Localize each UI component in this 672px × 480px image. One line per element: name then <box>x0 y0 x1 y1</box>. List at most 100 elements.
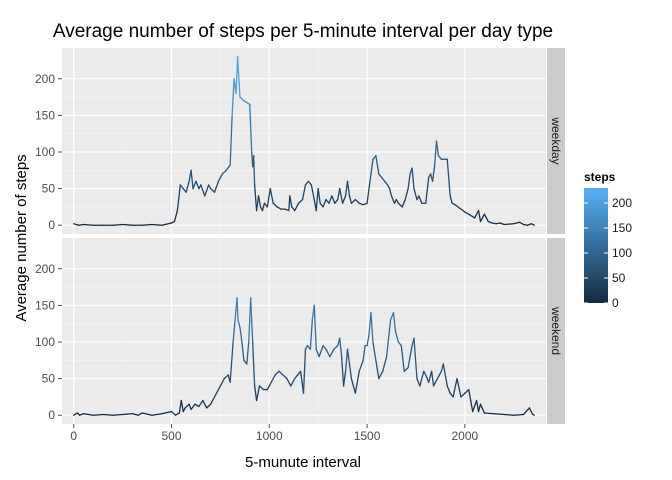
series-segment <box>313 304 317 350</box>
series-segment <box>348 363 353 380</box>
series-segment <box>495 222 501 225</box>
series-segment <box>428 370 433 383</box>
series-segment <box>73 412 79 416</box>
chart-title: Average number of steps per 5-minute int… <box>53 21 553 42</box>
y-tick-label: 0 <box>48 408 55 422</box>
series-segment <box>339 337 343 358</box>
series-segment <box>82 223 94 226</box>
series-segment <box>437 154 443 160</box>
series-segment <box>386 184 391 190</box>
series-segment <box>209 392 218 405</box>
series-segment <box>479 213 486 223</box>
series-segment <box>77 223 85 226</box>
series-segment <box>454 204 466 213</box>
series-segment <box>225 164 231 171</box>
series-segment <box>317 187 321 204</box>
series-segment <box>282 374 288 380</box>
series-segment <box>190 169 194 190</box>
series-segment <box>315 187 319 212</box>
series-segment <box>294 202 300 212</box>
series-segment <box>223 374 229 380</box>
series-segment <box>477 403 482 413</box>
series-segment <box>276 206 282 210</box>
series-segment <box>299 370 305 394</box>
series-segment <box>184 403 190 409</box>
series-segment <box>416 377 421 387</box>
series-segment <box>178 399 182 414</box>
series-segment <box>528 407 533 415</box>
series-segment <box>433 140 438 168</box>
series-segment <box>319 202 324 208</box>
series-segment <box>286 377 292 387</box>
facet-panels: 0 50 100 150 200 weekday 0 50 100 150 200 weekend 0 5… <box>35 48 565 443</box>
series-segment <box>382 355 388 372</box>
series-segment <box>350 198 356 204</box>
series-segment <box>272 202 278 208</box>
facet-strip <box>547 48 565 234</box>
series-segment <box>231 78 235 117</box>
series-segment <box>366 180 371 204</box>
series-segment <box>310 184 315 201</box>
series-segment <box>209 187 216 193</box>
series-segment <box>315 348 320 358</box>
series-segment <box>350 377 356 394</box>
series-segment <box>362 202 368 206</box>
series-segment <box>200 184 206 197</box>
series-segment <box>456 377 462 398</box>
series-segment <box>204 184 210 197</box>
series-segment <box>530 223 535 226</box>
series-segment <box>206 403 212 409</box>
series-segment <box>397 341 402 347</box>
series-segment <box>432 377 439 387</box>
series-segment <box>479 403 486 414</box>
series-segment <box>261 202 266 212</box>
series-segment <box>404 187 409 201</box>
series-segment <box>452 377 458 398</box>
series-segment <box>252 154 256 186</box>
series-segment <box>237 319 241 328</box>
series-segment <box>202 399 208 409</box>
series-segment <box>258 385 265 391</box>
series-segment <box>325 348 331 358</box>
series-segment <box>354 198 360 204</box>
series-segment <box>513 221 521 225</box>
series-segment <box>339 187 344 204</box>
series-segment <box>331 195 336 204</box>
series-segment <box>190 403 196 411</box>
series-segment <box>215 385 222 394</box>
series-segment <box>473 209 480 219</box>
series-segment <box>241 341 245 361</box>
series-segment <box>236 56 241 98</box>
series-segment <box>302 348 307 394</box>
series-segment <box>436 370 443 380</box>
legend-label: 50 <box>612 271 626 285</box>
series-segment <box>435 140 440 157</box>
series-segment <box>340 355 345 387</box>
series-segment <box>182 407 186 413</box>
series-segment <box>180 399 184 413</box>
series-segment <box>121 223 134 226</box>
legend-label: 200 <box>612 196 632 210</box>
series-segment <box>92 413 104 416</box>
series-segment <box>121 413 134 416</box>
x-tick-label: 1000 <box>256 429 283 443</box>
series-segment <box>477 209 482 223</box>
series-segment <box>185 180 190 193</box>
series-segment <box>468 388 472 402</box>
facet-strip <box>547 238 565 424</box>
series-segment <box>301 184 307 201</box>
series-segment <box>403 366 409 372</box>
series-segment <box>346 180 351 197</box>
x-tick-label: 2000 <box>451 429 478 443</box>
series-segment <box>270 374 276 383</box>
series-segment <box>179 184 184 190</box>
series-segment <box>73 223 80 226</box>
series-segment <box>309 319 313 350</box>
legend-label: 100 <box>612 246 632 260</box>
series-segment <box>378 173 383 179</box>
series-segment <box>266 381 272 391</box>
series-segment <box>413 337 418 380</box>
series-segment <box>358 202 364 206</box>
series-segment <box>236 297 239 321</box>
